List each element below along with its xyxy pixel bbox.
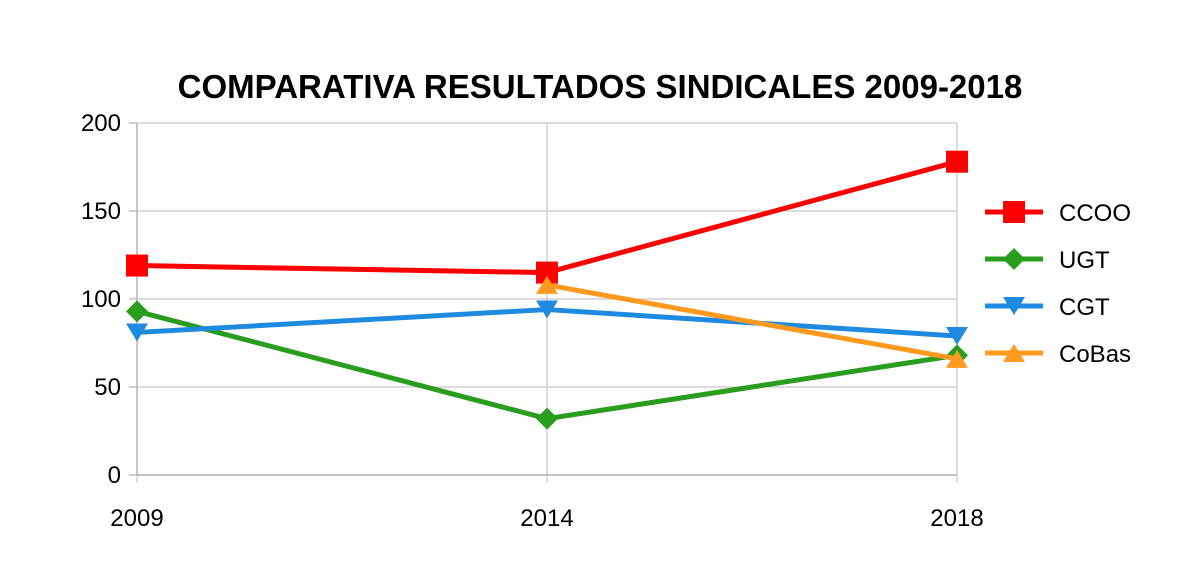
- data-point-ccoo: [126, 254, 148, 277]
- data-point-cgt: [946, 326, 968, 345]
- legend-label: CoBas: [1059, 341, 1131, 368]
- data-point-cobas: [946, 349, 968, 368]
- data-point-cgt: [536, 300, 558, 319]
- y-tick-labels: 0 50 100 150 200: [81, 110, 121, 489]
- legend-marker: [1003, 297, 1025, 315]
- x-tick-label: 2018: [930, 505, 983, 532]
- y-tick-label: 150: [81, 198, 121, 225]
- legend-item-cobas: CoBas: [985, 341, 1131, 368]
- data-point-ugt: [126, 300, 148, 323]
- legend-label: UGT: [1059, 247, 1110, 274]
- y-tick-label: 200: [81, 110, 121, 137]
- x-tick-label: 2014: [520, 505, 573, 532]
- y-tick-label: 0: [108, 462, 121, 489]
- legend-marker: [1003, 344, 1025, 362]
- y-tick-label: 50: [94, 374, 121, 401]
- series-line-cobas: [546, 282, 958, 362]
- data-point-ugt: [536, 407, 558, 430]
- legend-item-ccoo: CCOO: [985, 200, 1131, 227]
- axes: [129, 122, 957, 476]
- series-ccoo: [126, 150, 968, 284]
- chart-title: COMPARATIVA RESULTADOS SINDICALES 2009-2…: [178, 68, 1023, 105]
- legend-label: CCOO: [1059, 200, 1131, 227]
- series-group: [126, 150, 968, 430]
- data-point-cobas: [536, 275, 558, 294]
- data-point-ccoo: [946, 150, 968, 173]
- x-tick-labels: 2009 2014 2018: [110, 505, 983, 532]
- legend-item-cgt: CGT: [985, 294, 1110, 321]
- legend: CCOO UGT CGT CoBas: [985, 200, 1131, 368]
- legend-label: CGT: [1059, 294, 1110, 321]
- series-cobas: [536, 275, 968, 368]
- series-cgt: [126, 300, 968, 345]
- x-tick-label: 2009: [110, 505, 163, 532]
- legend-marker: [1003, 248, 1025, 270]
- data-point-cgt: [126, 323, 148, 342]
- data-point-ccoo: [536, 261, 558, 284]
- y-tick-label: 100: [81, 286, 121, 313]
- legend-item-ugt: UGT: [985, 247, 1110, 274]
- legend-marker: [1003, 201, 1025, 223]
